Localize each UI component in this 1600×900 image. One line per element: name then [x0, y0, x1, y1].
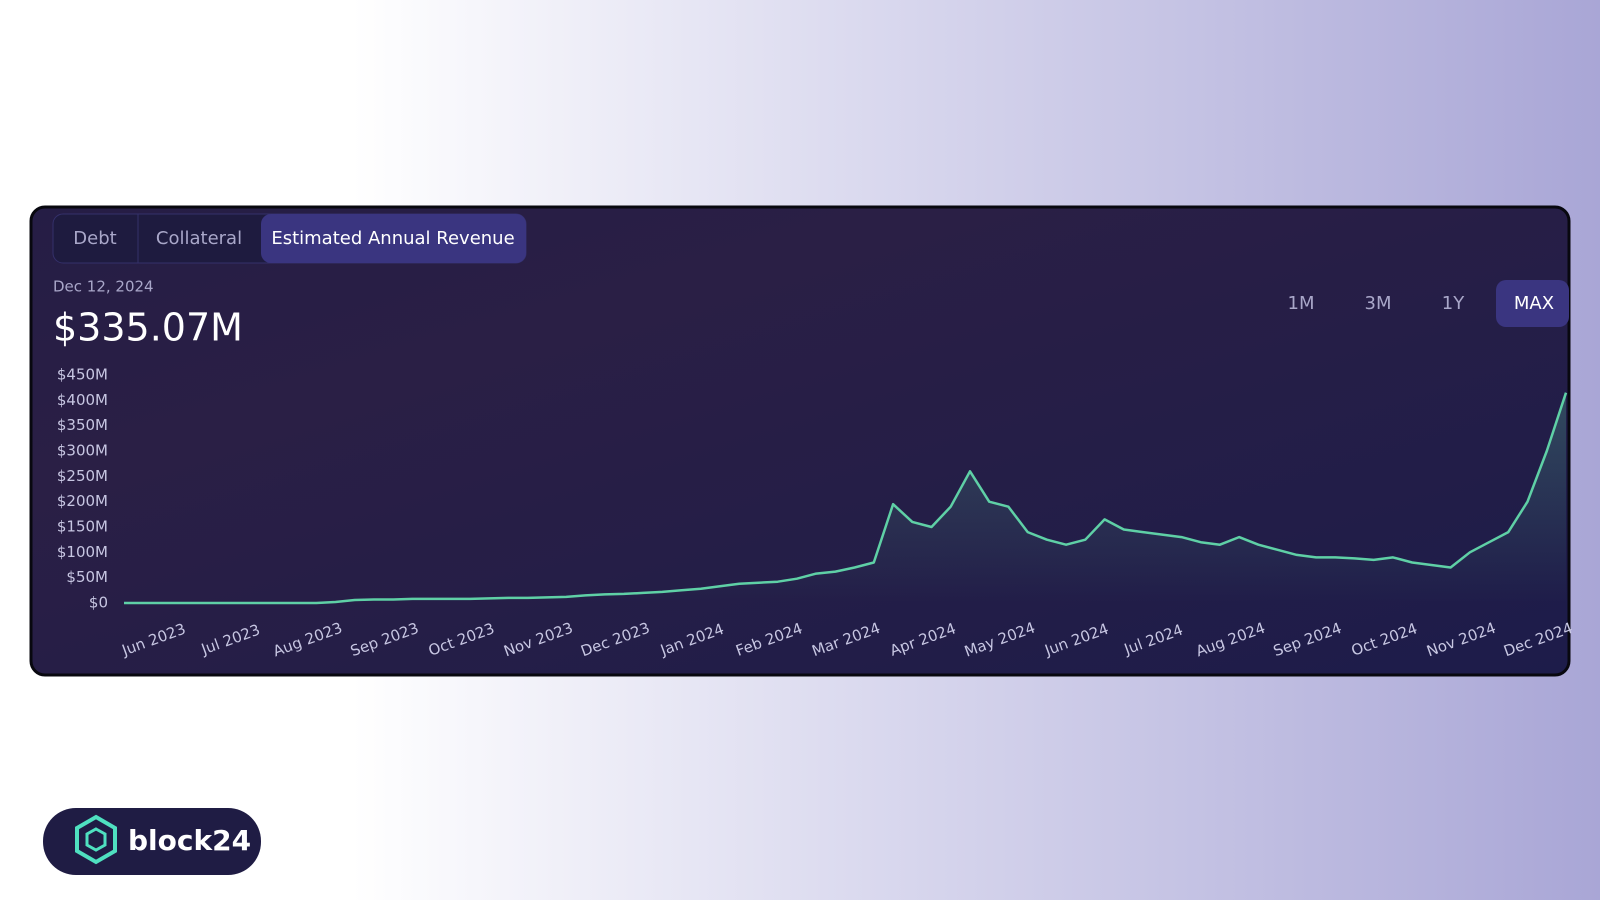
tab[interactable]: Debt	[73, 228, 116, 249]
range-active-bg	[1496, 280, 1569, 327]
y-tick-label: $300M	[57, 442, 108, 460]
y-tick-label: $100M	[57, 543, 108, 561]
y-tick-label: $450M	[57, 366, 108, 384]
line	[124, 392, 1568, 605]
y-tick-label: $350M	[57, 416, 108, 434]
y-tick-label: $150M	[57, 518, 108, 536]
y-tick-label: $50M	[66, 568, 108, 586]
tab-active-bg	[261, 214, 526, 263]
card	[29, 205, 1571, 677]
range-button[interactable]: 1Y	[1442, 293, 1465, 314]
tab[interactable]: Collateral	[156, 228, 242, 249]
range-button[interactable]: 3M	[1365, 293, 1392, 314]
logo-pill	[43, 808, 261, 875]
range-button[interactable]: 1M	[1288, 293, 1315, 314]
date: Dec 12, 2024	[53, 278, 154, 296]
tab[interactable]: Estimated Annual Revenue	[271, 228, 514, 249]
y-tick-label: $200M	[57, 492, 108, 510]
range-button[interactable]: MAX	[1514, 293, 1554, 314]
headline-value: $335.07M	[53, 306, 243, 350]
y-tick-label: $250M	[57, 467, 108, 485]
y-tick-label: $400M	[57, 391, 108, 409]
logo-icon	[75, 814, 117, 865]
logo-text: block24	[128, 824, 251, 857]
logo-icon-inner	[85, 827, 107, 852]
y-tick-label: $0	[89, 594, 108, 612]
line-area	[124, 392, 1566, 603]
